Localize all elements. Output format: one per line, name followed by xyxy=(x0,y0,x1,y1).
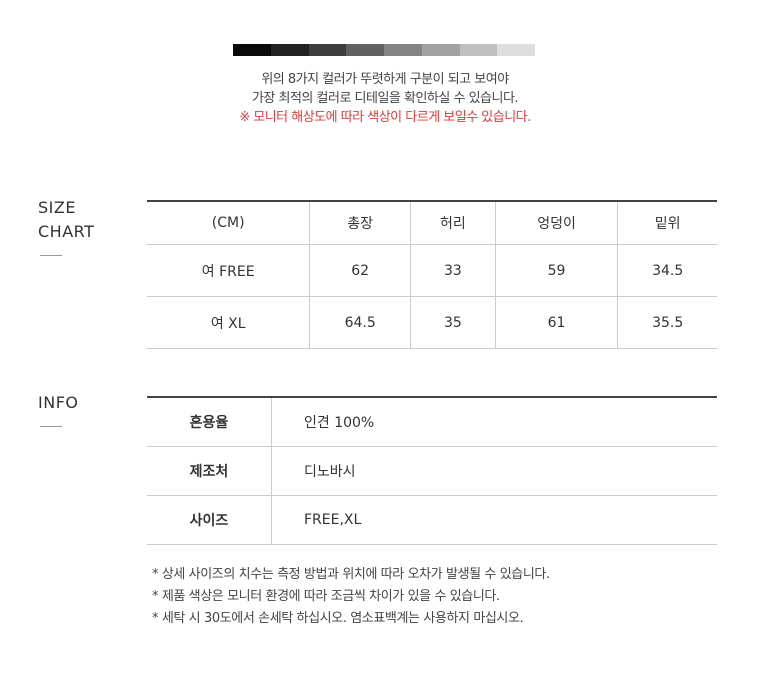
info-key: 혼용율 xyxy=(147,397,272,447)
swatch xyxy=(497,44,535,56)
label-line: SIZE xyxy=(38,198,76,217)
note-item: * 상세 사이즈의 치수는 측정 방법과 위치에 따라 오차가 발생될 수 있습… xyxy=(152,567,550,582)
notice-line: 위의 8가지 컬러가 뚜렷하게 구분이 되고 보여야 xyxy=(261,72,509,87)
table-row: 혼용율 인견 100% xyxy=(147,397,717,447)
note-item: * 제품 색상은 모니터 환경에 따라 조금씩 차이가 있을 수 있습니다. xyxy=(152,589,500,604)
size-chart-table: (CM) 총장 허리 엉덩이 밑위 여 FREE 62 33 59 34.5 여… xyxy=(147,200,717,349)
table-header-row: (CM) 총장 허리 엉덩이 밑위 xyxy=(147,201,717,245)
table-row: 여 FREE 62 33 59 34.5 xyxy=(147,244,717,297)
notice-warning: ※ 모니터 해상도에 따라 색상이 다르게 보일수 있습니다. xyxy=(239,110,531,125)
cell: 35.5 xyxy=(617,296,717,349)
swatch xyxy=(233,44,271,56)
swatch xyxy=(270,44,309,56)
info-key: 사이즈 xyxy=(147,495,272,545)
info-table: 혼용율 인견 100% 제조처 디노바시 사이즈 FREE,XL xyxy=(147,396,717,545)
size-chart-label: SIZE CHART xyxy=(38,196,94,244)
table-row: 사이즈 FREE,XL xyxy=(147,495,717,545)
cell: 59 xyxy=(495,244,619,297)
header-cell: 밑위 xyxy=(617,201,717,245)
cell: 61 xyxy=(495,296,619,349)
swatch xyxy=(421,44,460,56)
table-row: 제조처 디노바시 xyxy=(147,446,717,496)
info-value: FREE,XL xyxy=(271,495,717,545)
care-notes: * 상세 사이즈의 치수는 측정 방법과 위치에 따라 오차가 발생될 수 있습… xyxy=(152,564,550,630)
header-cell: (CM) xyxy=(147,201,311,245)
swatch xyxy=(308,44,347,56)
swatch xyxy=(459,44,498,56)
cell: 여 FREE xyxy=(147,244,311,297)
cell: 35 xyxy=(410,296,496,349)
color-notice: 위의 8가지 컬러가 뚜렷하게 구분이 되고 보여야 가장 최적의 컬러로 디테… xyxy=(0,70,770,127)
info-key: 제조처 xyxy=(147,446,272,496)
cell: 34.5 xyxy=(617,244,717,297)
info-value: 인견 100% xyxy=(271,397,717,447)
cell: 62 xyxy=(309,244,411,297)
header-cell: 허리 xyxy=(410,201,496,245)
swatch xyxy=(384,44,422,56)
divider xyxy=(40,426,62,427)
notice-line: 가장 최적의 컬러로 디테일을 확인하실 수 있습니다. xyxy=(251,91,519,106)
color-calibration-bar xyxy=(233,44,535,56)
header-cell: 엉덩이 xyxy=(495,201,619,245)
cell: 64.5 xyxy=(309,296,411,349)
cell: 여 XL xyxy=(147,296,311,349)
note-item: * 세탁 시 30도에서 손세탁 하십시오. 염소표백계는 사용하지 마십시오. xyxy=(152,611,524,626)
divider xyxy=(40,255,62,256)
info-value: 디노바시 xyxy=(271,446,717,496)
swatch xyxy=(346,44,384,56)
header-cell: 총장 xyxy=(309,201,411,245)
info-label: INFO xyxy=(38,393,79,412)
cell: 33 xyxy=(410,244,496,297)
table-row: 여 XL 64.5 35 61 35.5 xyxy=(147,296,717,349)
label-line: CHART xyxy=(38,222,95,241)
